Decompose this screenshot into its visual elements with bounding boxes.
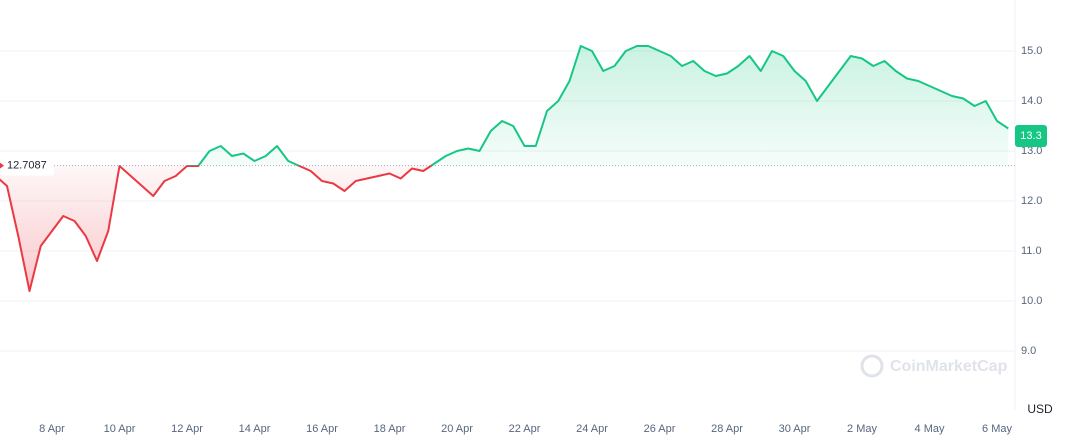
y-tick-label: 14.0: [1021, 95, 1042, 107]
watermark: CoinMarketCap: [860, 354, 1008, 378]
x-tick-label: 8 Apr: [39, 423, 65, 435]
y-tick-label: 10.0: [1021, 295, 1042, 307]
x-tick-label: 24 Apr: [576, 423, 608, 435]
y-tick-label: 11.0: [1021, 245, 1042, 257]
current-price-label: 13.3: [1020, 130, 1041, 142]
x-tick-label: 6 May: [982, 423, 1012, 435]
y-tick-label: 13.0: [1021, 145, 1042, 157]
x-tick-label: 28 Apr: [711, 423, 743, 435]
x-tick-label: 14 Apr: [239, 423, 271, 435]
x-tick-label: 10 Apr: [104, 423, 136, 435]
y-tick-label: 12.0: [1021, 195, 1042, 207]
x-tick-label: 20 Apr: [441, 423, 473, 435]
x-tick-label: 4 May: [915, 423, 945, 435]
y-tick-label: 9.0: [1021, 345, 1036, 357]
plot: [0, 45, 1009, 292]
currency-label: USD: [1027, 402, 1053, 416]
baseline-label: 12.7087: [7, 159, 47, 171]
x-tick-label: 12 Apr: [171, 423, 203, 435]
price-line: [0, 45, 1009, 292]
watermark-logo: [860, 354, 884, 378]
x-tick-label: 16 Apr: [306, 423, 338, 435]
x-tick-label: 30 Apr: [779, 423, 811, 435]
x-tick-label: 26 Apr: [644, 423, 676, 435]
baseline-tag-marker: [0, 162, 4, 169]
area-fill: [0, 46, 1009, 291]
x-tick-label: 2 May: [847, 423, 877, 435]
baseline-tag-bg: [0, 155, 54, 176]
y-tick-label: 15.0: [1021, 45, 1042, 57]
current-price-box: [1015, 125, 1047, 147]
watermark-text: CoinMarketCap: [890, 358, 1008, 375]
x-tick-label: 22 Apr: [509, 423, 541, 435]
x-tick-label: 18 Apr: [374, 423, 406, 435]
